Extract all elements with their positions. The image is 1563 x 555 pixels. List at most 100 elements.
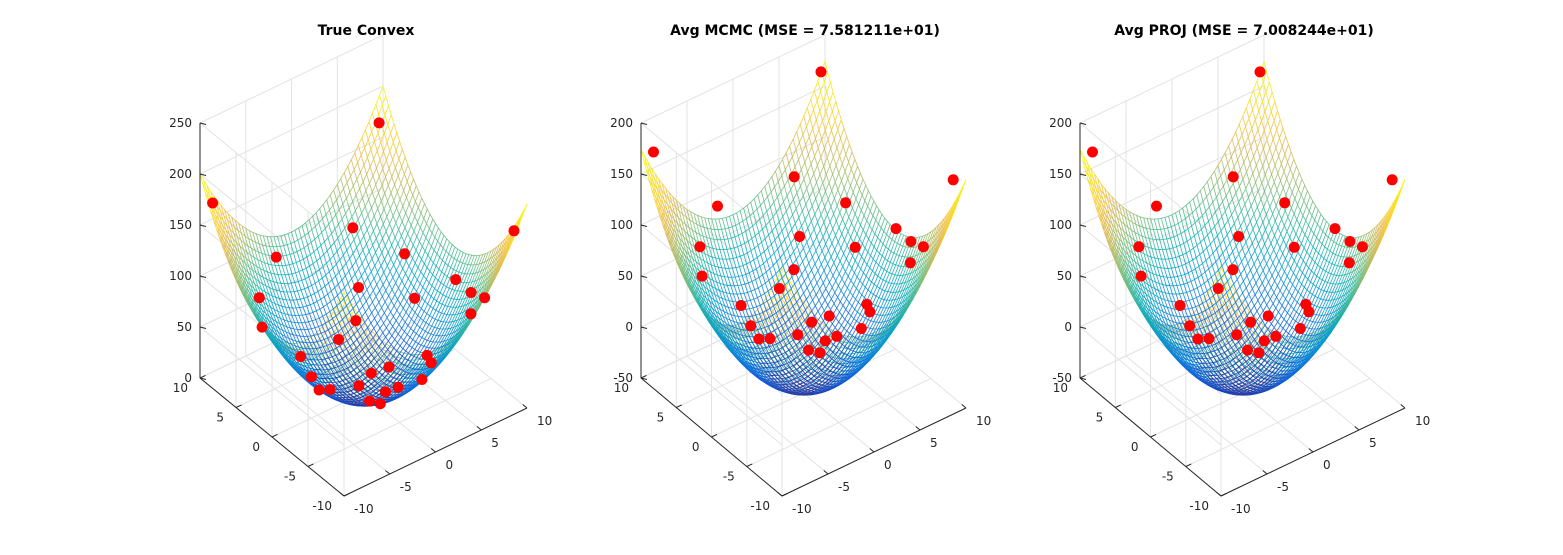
surface-line	[344, 360, 350, 367]
grid-line	[199, 34, 384, 124]
data-point	[364, 395, 375, 407]
surface-line	[256, 282, 261, 294]
surface-line	[344, 246, 350, 254]
surface-line	[387, 306, 392, 314]
surface-line	[397, 149, 403, 162]
surface-line	[462, 272, 467, 275]
surface-line	[435, 265, 441, 277]
y-tick-label: -10	[312, 499, 332, 513]
surface-line	[294, 290, 300, 293]
surface-line	[256, 274, 261, 286]
panel-title: True Convex	[318, 23, 415, 39]
surface-line	[285, 347, 290, 355]
data-point	[399, 248, 411, 260]
surface-line	[439, 253, 446, 266]
surface-line	[322, 349, 328, 358]
surface-mesh	[199, 85, 528, 407]
surface-line	[329, 241, 335, 248]
data-point	[416, 374, 428, 385]
surface-line	[249, 268, 254, 280]
surface-line	[319, 351, 325, 360]
surface-line	[409, 372, 414, 375]
surface-line	[382, 317, 388, 325]
surface-line	[375, 357, 380, 364]
surface-line	[360, 371, 366, 377]
surface-line	[390, 242, 395, 252]
x-tick	[430, 448, 436, 453]
surface-line	[376, 322, 381, 330]
surface-line	[298, 257, 303, 270]
x-tick-label: 0	[446, 458, 454, 472]
surface-line	[408, 202, 413, 211]
surface-line	[249, 276, 254, 288]
surface-line	[318, 203, 324, 210]
surface-line	[429, 213, 434, 221]
surface-line	[384, 321, 391, 330]
surface-line	[360, 363, 366, 369]
surface-line	[408, 178, 414, 192]
surface-line	[366, 325, 372, 332]
surface-line	[415, 249, 420, 257]
surface-line	[360, 335, 367, 342]
surface-line	[414, 191, 420, 205]
data-point	[465, 308, 477, 320]
surface-line	[298, 316, 304, 326]
surface-line	[313, 368, 319, 371]
surface-line	[383, 305, 390, 314]
surface-line	[404, 210, 409, 220]
surface-line	[346, 289, 352, 296]
surface-line	[430, 223, 436, 237]
surface-line	[401, 317, 406, 323]
surface-line	[476, 263, 481, 265]
surface-line	[335, 307, 341, 316]
surface-line	[309, 314, 314, 324]
surface-line	[302, 315, 307, 326]
data-point	[465, 287, 477, 298]
data-point	[353, 282, 364, 293]
surface-line	[283, 254, 288, 257]
surface-line	[448, 306, 452, 308]
surface-line	[373, 388, 379, 392]
surface-line	[260, 252, 266, 255]
surface-line	[367, 269, 373, 278]
surface-line	[386, 265, 392, 274]
surface-line	[304, 338, 309, 342]
surface-line	[263, 302, 268, 313]
y-tick	[343, 492, 350, 497]
surface-line	[338, 366, 345, 372]
surface-line	[376, 284, 381, 293]
grid-line	[746, 378, 932, 467]
surface-line	[265, 270, 271, 274]
surface-line	[328, 364, 334, 372]
surface-line	[393, 235, 399, 244]
surface-line	[325, 347, 331, 355]
surface-line	[273, 293, 279, 304]
surface-line	[365, 283, 371, 292]
surface-line	[326, 232, 333, 239]
surface-line	[288, 272, 294, 275]
surface-line	[379, 312, 385, 321]
surface-line	[326, 334, 332, 343]
data-point	[324, 384, 336, 396]
surface-line	[280, 235, 285, 249]
surface-line	[241, 245, 247, 258]
surface-line	[523, 203, 528, 212]
surface-line	[426, 266, 431, 272]
surface-line	[358, 180, 365, 190]
surface-line	[378, 294, 384, 303]
surface-line	[375, 348, 380, 356]
surface-line	[419, 203, 425, 217]
surface-line	[488, 265, 494, 278]
surface-line	[231, 234, 236, 247]
surface-line	[393, 333, 399, 342]
surface-line	[277, 282, 283, 284]
surface-line	[474, 255, 481, 268]
surface-line	[465, 263, 470, 266]
surface-line	[364, 120, 370, 132]
surface-line	[405, 171, 412, 185]
surface-line	[255, 233, 261, 247]
surface-line	[264, 235, 269, 238]
surface-line	[401, 280, 406, 288]
surface-line	[402, 381, 407, 383]
surface-line	[312, 276, 317, 288]
